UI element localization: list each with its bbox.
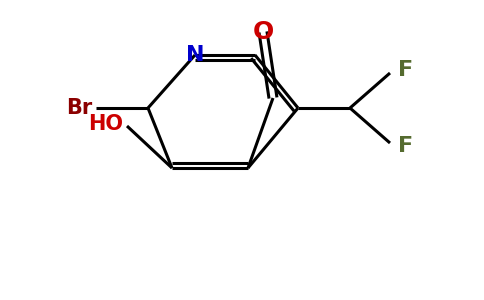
Text: Br: Br — [66, 98, 92, 118]
Text: HO: HO — [88, 114, 123, 134]
Text: N: N — [186, 45, 204, 65]
Text: F: F — [398, 136, 413, 156]
Text: F: F — [398, 60, 413, 80]
Text: O: O — [252, 20, 273, 44]
